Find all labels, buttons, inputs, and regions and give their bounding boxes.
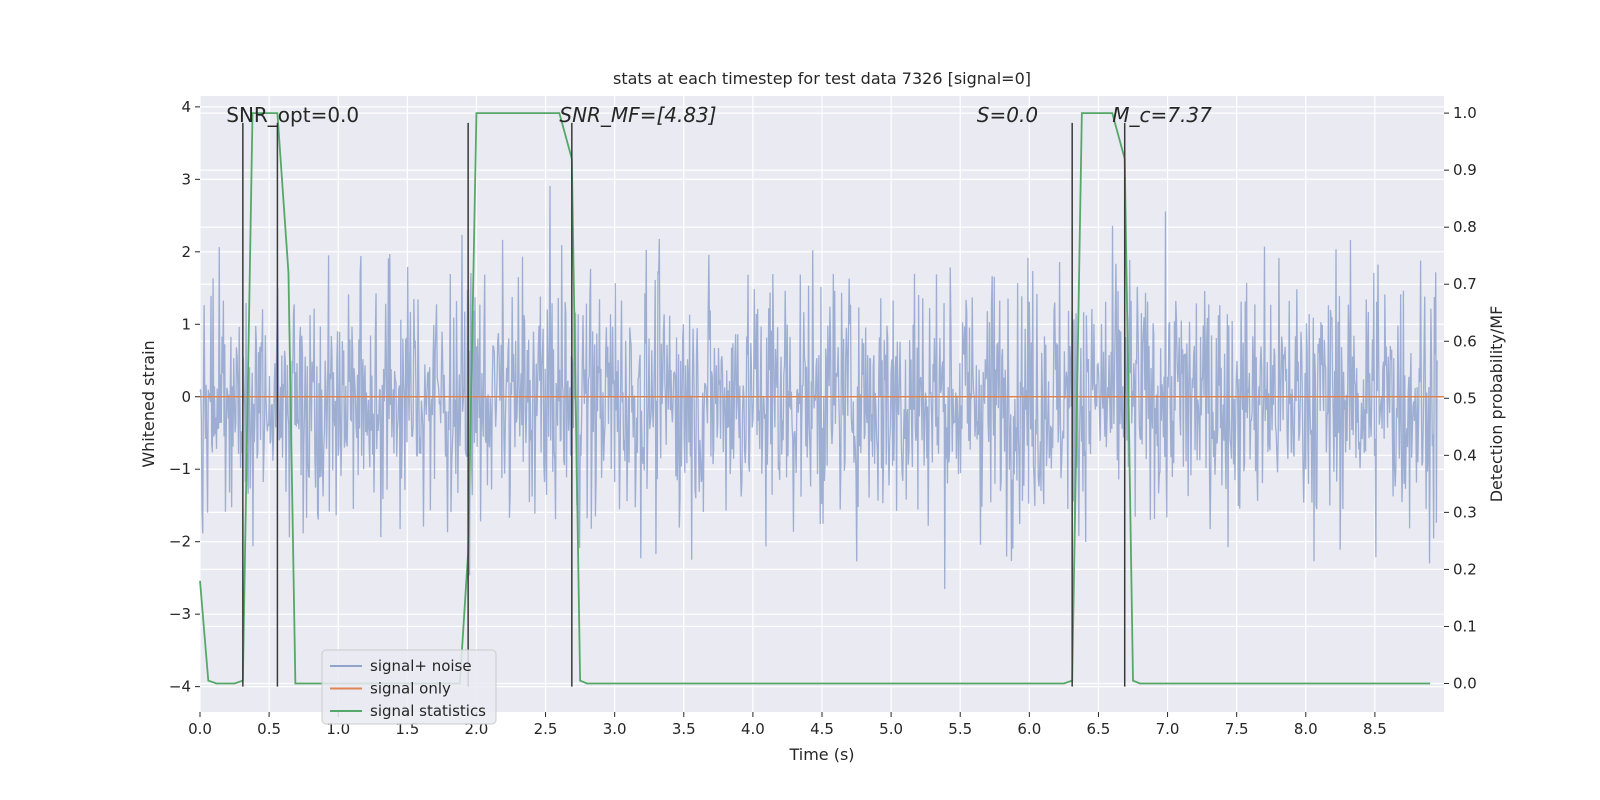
x-tick-label: 4.0 xyxy=(741,720,765,738)
y-tick-label-right: 1.0 xyxy=(1453,104,1477,122)
x-tick-label: 2.5 xyxy=(534,720,558,738)
x-tick-label: 5.5 xyxy=(948,720,972,738)
x-tick-label: 7.5 xyxy=(1225,720,1249,738)
x-tick-label: 7.0 xyxy=(1156,720,1180,738)
axes: 0.0 0.5 1.0 1.5 2.0 2.5 3.0 3.5 4.0 4.5 5.0 5.5 6.0 6… xyxy=(169,98,1477,738)
y-tick-label: −4 xyxy=(169,678,191,696)
y-tick-label: 1 xyxy=(181,315,191,333)
y-tick-label-right: 0.1 xyxy=(1453,617,1477,635)
y-tick-label: 2 xyxy=(181,243,191,261)
x-tick-label: 0.0 xyxy=(188,720,212,738)
y-tick-label-right: 0.7 xyxy=(1453,275,1477,293)
legend-label: signal statistics xyxy=(370,702,486,720)
y-tick-label: 3 xyxy=(181,170,191,188)
y-tick-label-right: 0.8 xyxy=(1453,218,1477,236)
x-tick-label: 8.0 xyxy=(1294,720,1318,738)
noise-series xyxy=(199,185,1438,590)
legend-label: signal+ noise xyxy=(370,657,472,675)
vertical-markers xyxy=(242,122,1126,687)
y-tick-label: 0 xyxy=(181,388,191,406)
noise-trace xyxy=(199,185,1438,590)
y-tick-label: −2 xyxy=(169,533,191,551)
legend-box xyxy=(321,649,497,725)
chart-title: stats at each timestep for test data 732… xyxy=(613,69,1031,88)
annotation-text: SNR_MF=[4.83] xyxy=(559,103,716,127)
y-tick-label-right: 0.9 xyxy=(1453,161,1477,179)
y-tick-label-right: 0.2 xyxy=(1453,560,1477,578)
annotation-text: S=0.0 xyxy=(977,103,1038,127)
x-tick-label: 6.5 xyxy=(1087,720,1111,738)
y-tick-label-right: 0.3 xyxy=(1453,503,1477,521)
x-tick-label: 5.0 xyxy=(879,720,903,738)
y-tick-label: −1 xyxy=(169,460,191,478)
y-tick-label: −3 xyxy=(169,605,191,623)
y-axis-label-right: Detection probability/MF xyxy=(1487,306,1506,503)
x-axis-label: Time (s) xyxy=(788,745,854,764)
x-tick-label: 6.0 xyxy=(1017,720,1041,738)
legend: signal+ noise signal only signal statistic… xyxy=(321,649,497,725)
x-tick-label: 8.5 xyxy=(1363,720,1387,738)
annotation-text: M_c=7.37 xyxy=(1112,103,1212,127)
y-tick-label-right: 0.4 xyxy=(1453,446,1477,464)
x-tick-label: 4.5 xyxy=(810,720,834,738)
x-tick-label: 0.5 xyxy=(257,720,281,738)
y-tick-label-right: 0.0 xyxy=(1453,674,1477,692)
y-tick-label-right: 0.6 xyxy=(1453,332,1477,350)
y-tick-label: 4 xyxy=(181,98,191,116)
annotations: SNR_opt=0.0 SNR_MF=[4.83] S=0.0 M_c=7.37 xyxy=(226,103,1212,127)
legend-label: signal only xyxy=(370,680,451,698)
y-tick-label-right: 0.5 xyxy=(1453,389,1477,407)
legend-items: signal+ noise signal only signal statistic… xyxy=(330,657,486,720)
x-tick-label: 3.0 xyxy=(603,720,627,738)
y-axis-label: Whitened strain xyxy=(139,340,158,467)
x-tick-label: 3.5 xyxy=(672,720,696,738)
annotation-text: SNR_opt=0.0 xyxy=(226,103,359,127)
